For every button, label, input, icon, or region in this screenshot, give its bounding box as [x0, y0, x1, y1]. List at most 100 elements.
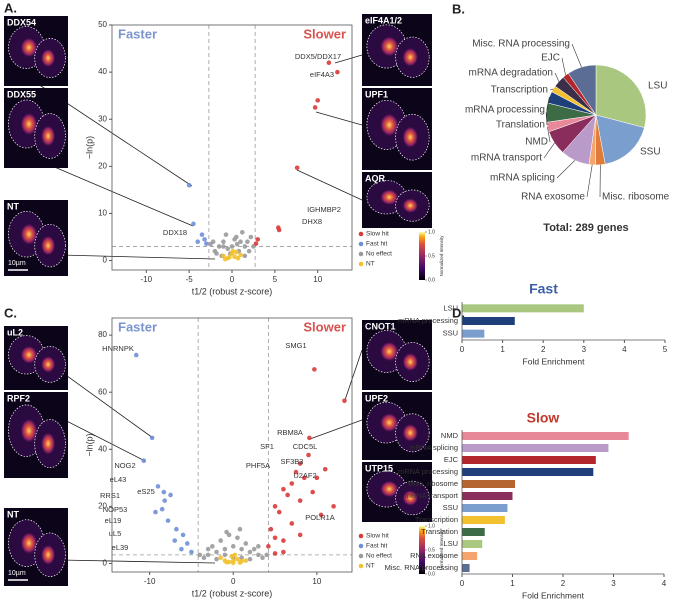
image-label: uL2 — [7, 327, 23, 337]
y-tick-label: mRNA processing — [398, 467, 458, 476]
x-axis-label: Fold Enrichment — [522, 590, 585, 600]
point — [159, 506, 165, 512]
point — [222, 256, 228, 262]
point — [272, 535, 278, 541]
annotation: uL5 — [109, 529, 122, 538]
pie-total: Total: 289 genes — [543, 222, 628, 234]
pie-leader — [546, 97, 550, 111]
bar — [462, 528, 485, 536]
point — [243, 541, 249, 546]
point — [237, 560, 243, 565]
x-tick-label: 0 — [460, 345, 465, 354]
image-label: CNOT1 — [365, 321, 396, 331]
point — [297, 461, 303, 466]
signal — [40, 124, 56, 148]
signal — [40, 543, 56, 566]
point — [195, 239, 201, 245]
point — [205, 552, 211, 558]
point — [245, 239, 250, 245]
leader-line — [59, 254, 216, 260]
bar — [462, 564, 470, 572]
annotation: PHF5A — [246, 461, 270, 470]
image-label: NT — [7, 201, 19, 211]
colorbar-tick-label: 0.5 — [428, 547, 435, 553]
signal — [40, 234, 56, 257]
colorbar-tick-label: 1.0 — [428, 523, 435, 529]
image-label: UPF1 — [365, 89, 388, 99]
x-tick-label: 2 — [541, 345, 546, 354]
annotation: DHX8 — [302, 217, 322, 226]
signal — [401, 423, 419, 443]
point — [237, 526, 243, 532]
x-tick-label: 4 — [622, 345, 627, 354]
point — [149, 435, 155, 441]
point — [239, 230, 245, 235]
annotation: DDX5/DDX17 — [295, 52, 341, 61]
pie-leader — [547, 127, 551, 143]
point — [162, 498, 167, 503]
point — [247, 556, 253, 562]
y-tick-label: Misc. ribosome — [408, 479, 458, 488]
signal — [20, 345, 38, 365]
point — [289, 481, 295, 486]
point — [318, 512, 324, 518]
image-label: UTP15 — [365, 463, 393, 473]
colorbar-title: Normalized Intensity — [439, 235, 444, 277]
pie-label: mRNA splicing — [490, 173, 555, 184]
point — [221, 239, 226, 245]
signal — [401, 125, 419, 149]
image-label: UPF2 — [365, 393, 388, 403]
legend-marker — [358, 241, 364, 247]
signal — [379, 412, 400, 433]
pie-leader — [545, 112, 548, 126]
point — [172, 538, 178, 543]
y-tick-label: NMD — [441, 431, 459, 440]
x-tick-label: 0 — [230, 275, 235, 284]
y-tick-label: 40 — [98, 444, 107, 453]
colorbar — [419, 232, 425, 280]
point — [297, 532, 303, 538]
image-label: RPF2 — [7, 393, 30, 403]
point — [251, 546, 257, 552]
point — [184, 541, 190, 546]
point — [256, 544, 261, 549]
colorbar-tick-label: 0.0 — [428, 571, 435, 577]
point — [246, 248, 252, 254]
x-axis-label: t1/2 (robust z-score) — [192, 588, 273, 598]
signal — [20, 222, 38, 246]
point — [268, 526, 274, 532]
legend-label: No effect — [366, 251, 392, 258]
y-tick-label: 50 — [98, 20, 107, 29]
panel-label: B. — [452, 1, 465, 16]
pie-leader — [543, 142, 555, 159]
signal — [379, 112, 400, 138]
signal — [379, 35, 400, 58]
point — [238, 252, 243, 258]
point — [312, 367, 317, 372]
point — [199, 232, 205, 237]
annotation: U2AF2 — [293, 471, 316, 480]
point — [186, 182, 192, 188]
colorbar-tick-label: 0.5 — [428, 253, 435, 259]
scale-label: 10µm — [8, 260, 26, 267]
point — [225, 246, 231, 252]
pie-leader — [549, 88, 554, 91]
pie-label: mRNA degradation — [469, 68, 554, 79]
annotation: SF3B3 — [281, 457, 304, 466]
point — [232, 237, 237, 242]
y-tick-label: mRNA transport — [405, 491, 459, 500]
x-tick-label: 0 — [460, 579, 465, 588]
leader-line — [344, 349, 363, 401]
y-tick-label: 40 — [98, 67, 107, 76]
signal — [401, 197, 419, 214]
signal — [379, 480, 400, 498]
point — [141, 458, 147, 463]
point — [335, 69, 340, 75]
point — [229, 244, 235, 249]
legend-marker — [358, 251, 364, 257]
image-label: NT — [7, 509, 19, 519]
legend-marker — [358, 231, 364, 237]
point — [314, 475, 320, 481]
right-label: Slower — [303, 26, 346, 41]
image-label: eIF4A1/2 — [365, 15, 402, 25]
